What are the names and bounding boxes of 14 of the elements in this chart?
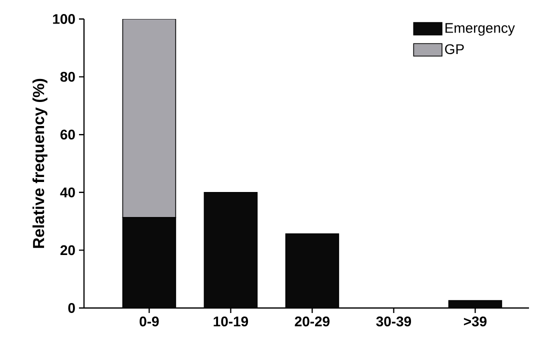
legend-label: Emergency — [446, 23, 515, 36]
x-tick-label: >39 — [464, 316, 487, 326]
y-tick-label: 80 — [60, 72, 75, 82]
x-tick-label: 20-29 — [294, 316, 330, 326]
legend-label: GP — [445, 44, 464, 54]
x-tick-label: 0-9 — [140, 316, 159, 326]
y-axis-title: Relative frequency (%) — [32, 78, 48, 248]
x-tick-label: 10-19 — [214, 316, 248, 326]
y-tick-label: 60 — [60, 130, 75, 140]
x-tick-label: 30-39 — [376, 316, 412, 326]
y-tick-label: 100 — [53, 14, 75, 24]
y-tick-label: 20 — [60, 245, 75, 256]
y-tick-label: 0 — [68, 303, 75, 313]
y-tick-label: 40 — [60, 187, 75, 198]
